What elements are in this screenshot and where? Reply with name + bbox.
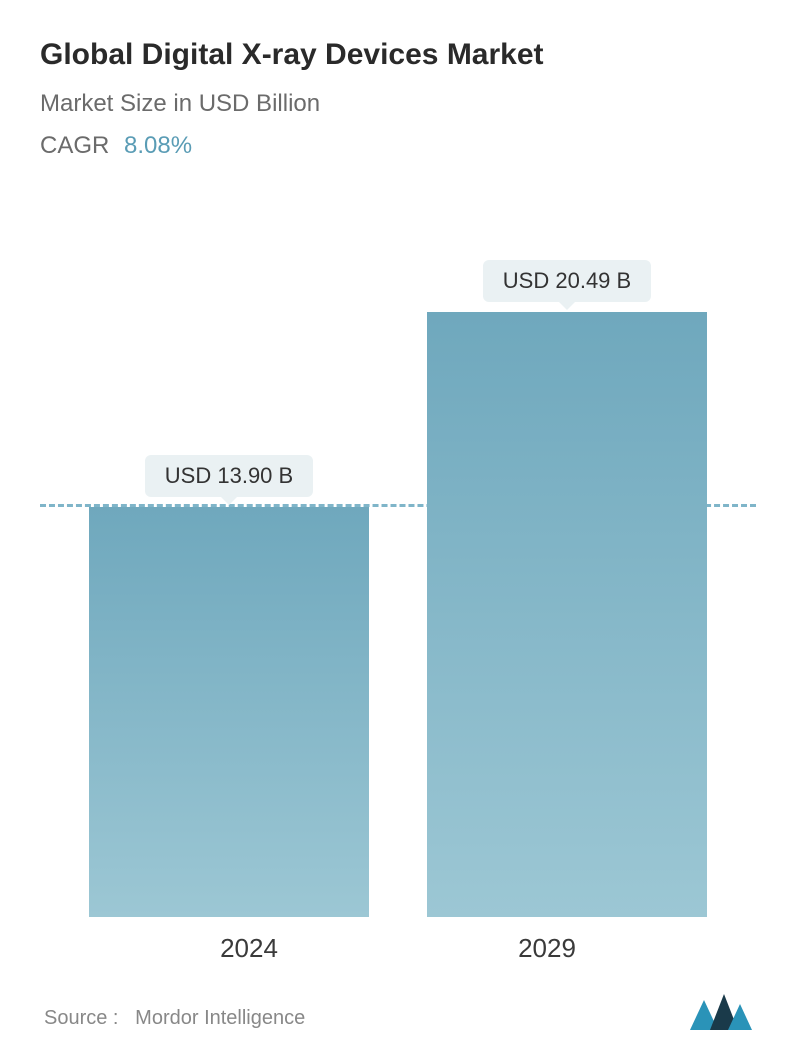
bar-group-1: USD 20.49 B <box>427 260 707 917</box>
chart-container: Global Digital X-ray Devices Market Mark… <box>0 0 796 1034</box>
source-text: Source : Mordor Intelligence <box>44 1007 305 1030</box>
chart-subtitle: Market Size in USD Billion <box>40 90 756 118</box>
source-name: Mordor Intelligence <box>135 1007 305 1029</box>
chart-title: Global Digital X-ray Devices Market <box>40 38 756 72</box>
chart-area: USD 13.90 B USD 20.49 B <box>40 200 756 917</box>
bar-0 <box>89 507 369 917</box>
value-label-1: USD 20.49 B <box>483 260 651 302</box>
bar-1 <box>427 312 707 917</box>
value-label-0: USD 13.90 B <box>145 455 313 497</box>
brand-logo-icon <box>690 994 752 1030</box>
x-axis-labels: 2024 2029 <box>40 917 756 964</box>
bar-group-0: USD 13.90 B <box>89 455 369 917</box>
x-label-0: 2024 <box>109 933 389 964</box>
cagr-value: 8.08% <box>124 132 192 159</box>
x-label-1: 2029 <box>407 933 687 964</box>
cagr-label: CAGR <box>40 132 109 159</box>
source-label: Source : <box>44 1007 118 1029</box>
footer: Source : Mordor Intelligence <box>40 964 756 1040</box>
cagr-row: CAGR 8.08% <box>40 132 756 160</box>
